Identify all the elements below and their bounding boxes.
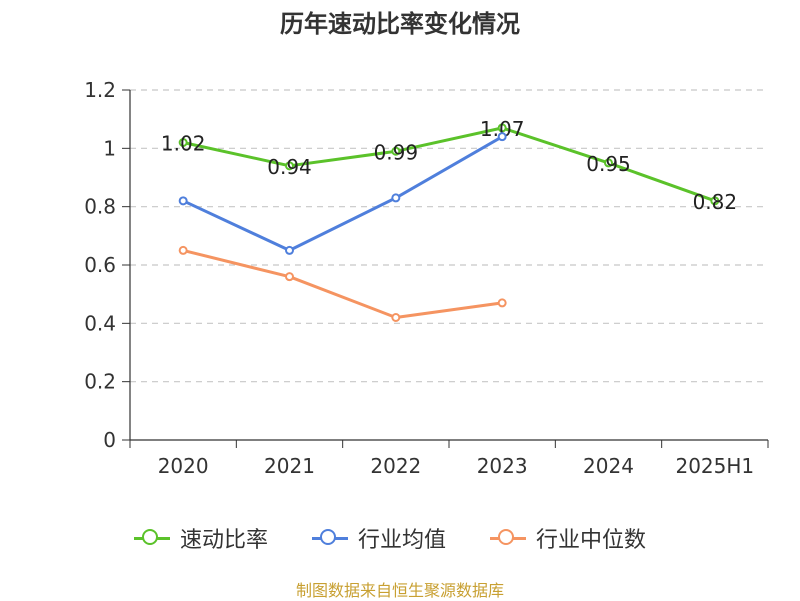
legend-label-industry-mean: 行业均值: [358, 528, 447, 553]
data-point-industry-mean-2020: [178, 196, 188, 206]
y-tick-label-3: 0.6: [84, 253, 116, 277]
data-point-industry-mean-2021: [285, 245, 294, 255]
legend-item-industry-mean[interactable]: 行业均值: [312, 518, 446, 558]
y-tick-label-2: 0.4: [84, 311, 116, 335]
data-point-quick-ratio-2024: [604, 158, 613, 168]
x-tick-label-2022: 2022: [370, 454, 421, 478]
legend-marker-industry-mean: [312, 528, 348, 545]
data-label-quick-ratio-2024: 0.95: [586, 152, 631, 176]
legend: 速动比率 行业均值 行业中位数: [0, 518, 800, 558]
data-point-industry-median-2022: [391, 313, 401, 322]
legend-marker-quick-ratio: [134, 528, 170, 545]
x-tick-label-2024: 2024: [583, 454, 634, 478]
series-line-industry-mean: [182, 135, 503, 252]
chart-title: 历年速动比率变化情况: [280, 10, 520, 38]
data-source-note: 制图数据来自恒生聚源数据库: [295, 581, 504, 600]
data-label-quick-ratio-2025H1: 0.82: [693, 190, 738, 214]
data-label-quick-ratio-2022: 0.99: [374, 140, 419, 164]
data-point-quick-ratio-2020: [178, 138, 188, 147]
legend-item-quick-ratio[interactable]: 速动比率: [134, 518, 268, 558]
data-point-industry-mean-2022: [391, 193, 401, 203]
y-tick-label-5: 1: [103, 136, 116, 160]
data-point-quick-ratio-2022: [391, 146, 401, 156]
y-tick-label-1: 0.2: [84, 370, 116, 394]
legend-item-industry-median[interactable]: 行业中位数: [490, 518, 646, 558]
legend-label-quick-ratio: 速动比率: [180, 528, 269, 553]
x-tick-label-2020: 2020: [158, 454, 209, 478]
legend-label-industry-median: 行业中位数: [536, 528, 647, 553]
data-point-quick-ratio-2025H1: [710, 196, 720, 206]
data-label-quick-ratio-2020: 1.02: [161, 132, 206, 156]
data-label-quick-ratio-2021: 0.94: [267, 155, 312, 179]
legend-marker-industry-median: [490, 528, 526, 545]
y-tick-label-0: 0: [103, 428, 116, 452]
data-point-quick-ratio-2021: [285, 161, 294, 171]
data-point-quick-ratio-2023: [497, 123, 507, 133]
y-tick-label-4: 0.8: [84, 195, 116, 219]
x-tick-label-2023: 2023: [477, 454, 528, 478]
data-point-industry-median-2020: [178, 245, 188, 255]
data-point-industry-median-2021: [285, 272, 294, 282]
data-point-industry-mean-2023: [497, 132, 507, 142]
series-line-industry-median: [182, 248, 503, 319]
x-tick-label-2021: 2021: [264, 454, 315, 478]
series-line-quick-ratio: [182, 126, 716, 203]
y-tick-label-6: 1.2: [84, 78, 116, 102]
x-tick-label-2025H1: 2025H1: [675, 454, 754, 478]
data-point-industry-median-2023: [497, 298, 507, 308]
